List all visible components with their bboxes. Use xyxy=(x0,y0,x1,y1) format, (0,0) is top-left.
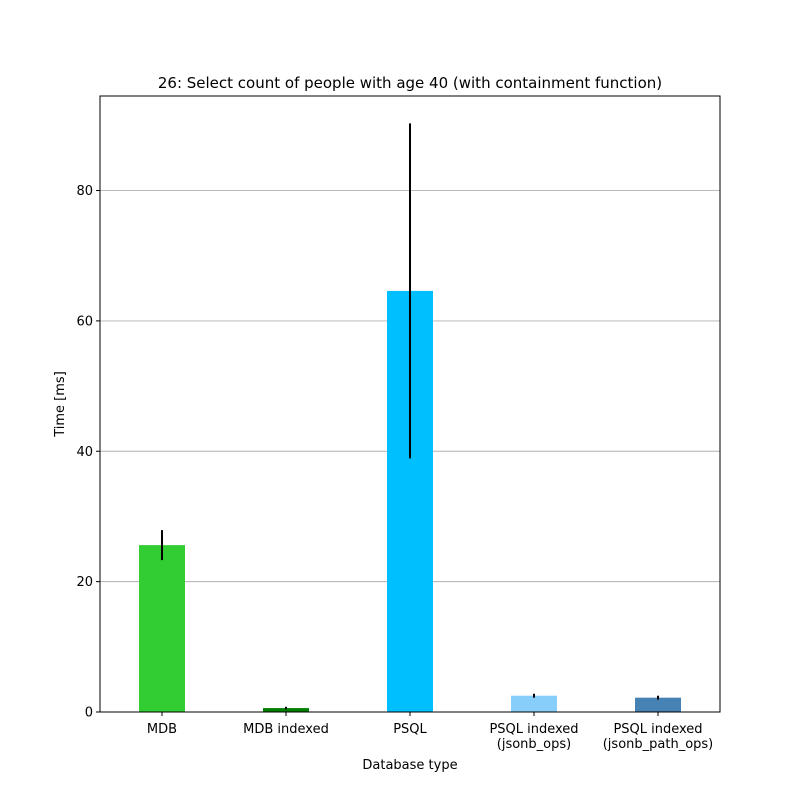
error-bars xyxy=(161,123,659,710)
bar xyxy=(511,695,557,712)
x-axis-ticks: MDB MDB indexed PSQL PSQL indexed (jsonb_ops… xyxy=(147,712,713,752)
y-axis-ticks: 0 20 40 60 80 xyxy=(76,184,100,721)
bar xyxy=(263,708,309,712)
y-tick-label: 60 xyxy=(76,314,93,329)
bar xyxy=(139,545,185,712)
x-axis-label: Database type xyxy=(362,758,457,773)
bar xyxy=(635,697,681,712)
y-tick-label: 20 xyxy=(76,575,93,590)
y-tick-label: 0 xyxy=(85,706,93,721)
chart-title: 26: Select count of people with age 40 (… xyxy=(158,74,662,92)
x-tick-label: PSQL indexed (jsonb_path_ops) xyxy=(603,722,714,752)
y-axis-label: Time [ms] xyxy=(53,371,68,438)
y-tick-label: 40 xyxy=(76,445,93,460)
x-tick-label: MDB xyxy=(147,722,177,737)
x-tick-label: PSQL xyxy=(393,722,427,737)
x-tick-label: PSQL indexed (jsonb_ops) xyxy=(489,722,578,752)
x-tick-label: MDB indexed xyxy=(243,722,329,737)
y-tick-label: 80 xyxy=(76,184,93,199)
